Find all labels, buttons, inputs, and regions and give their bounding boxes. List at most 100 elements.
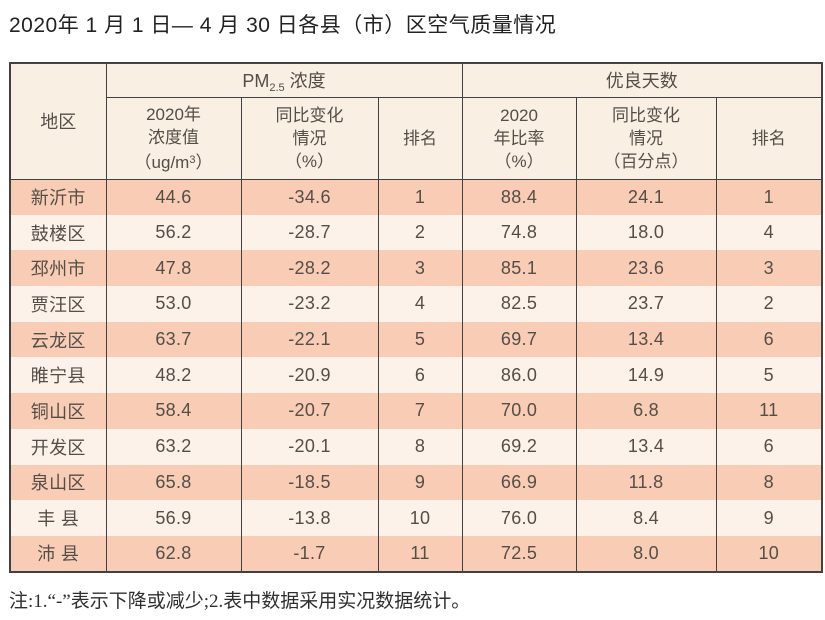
col-group-good-days: 优良天数 [461,63,823,98]
cell-pm-value: 63.2 [105,428,242,465]
cell-good-change: 18.0 [575,214,717,251]
cell-good-rank: 10 [715,535,823,572]
cell-pm-rank: 2 [377,214,463,251]
cell-good-rank: 3 [715,250,823,287]
cell-good-change: 24.1 [575,179,717,215]
pm-change-line3: （%） [284,151,335,171]
cell-pm-value: 63.7 [105,321,242,358]
table-row: 贾汪区 53.0 -23.2 4 82.5 23.7 2 [9,286,823,322]
page-title: 2020年 1 月 1 日— 4 月 30 日各县（市）区空气质量情况 [9,14,557,37]
table-row: 丰 县 56.9 -13.8 10 76.0 8.4 9 [9,500,823,536]
pm-change-line2: 情况 [292,128,327,148]
cell-good-change: 23.6 [575,250,717,287]
pm-change-line1: 同比变化 [275,105,344,125]
cell-good-rate: 86.0 [461,357,577,394]
col-header-good-rate: 2020 年比率 （%） [461,97,577,180]
cell-pm-value: 53.0 [105,286,242,322]
cell-pm-value: 56.9 [105,500,242,536]
cell-good-rank: 6 [715,321,823,358]
cell-good-rate: 82.5 [461,286,577,322]
col-header-pm-rank: 排名 [377,97,463,180]
cell-pm-change: -20.9 [240,357,379,394]
cell-region: 铜山区 [9,393,107,429]
cell-region: 邳州市 [9,250,107,287]
cell-pm-value: 62.8 [105,535,242,572]
cell-good-rank: 6 [715,428,823,465]
cell-pm-rank: 8 [377,428,463,465]
cell-region: 开发区 [9,428,107,465]
cell-pm-rank: 11 [377,535,463,572]
table-row: 云龙区 63.7 -22.1 5 69.7 13.4 6 [9,321,823,358]
cell-good-change: 11.8 [575,464,717,501]
col-header-pm-change: 同比变化 情况 （%） [240,97,379,180]
good-rate-line2: 年比率 [493,128,545,148]
table-row: 邳州市 47.8 -28.2 3 85.1 23.6 3 [9,250,823,287]
cell-good-rate: 74.8 [461,214,577,251]
cell-pm-change: -20.1 [240,428,379,465]
table-row: 开发区 63.2 -20.1 8 69.2 13.4 6 [9,428,823,465]
cell-pm-value: 47.8 [105,250,242,287]
unit-superscript: 3 [189,153,196,166]
cell-good-change: 13.4 [575,321,717,358]
table-header: 地区 PM2.5 浓度 优良天数 2020年 浓度值 （ug/m3） 同比变化 … [9,63,823,180]
cell-good-rank: 1 [715,179,823,215]
cell-good-rate: 76.0 [461,500,577,536]
cell-good-rank: 5 [715,357,823,394]
cell-pm-rank: 10 [377,500,463,536]
cell-pm-change: -23.2 [240,286,379,322]
cell-region: 鼓楼区 [9,214,107,251]
cell-region: 新沂市 [9,179,107,215]
cell-pm-rank: 1 [377,179,463,215]
cell-pm-change: -22.1 [240,321,379,358]
table-row: 沛 县 62.8 -1.7 11 72.5 8.0 10 [9,535,823,572]
cell-good-change: 6.8 [575,393,717,429]
good-change-line2: 情况 [629,128,664,148]
cell-region: 贾汪区 [9,286,107,322]
table-row: 泉山区 65.8 -18.5 9 66.9 11.8 8 [9,464,823,501]
table-row: 鼓楼区 56.2 -28.7 2 74.8 18.0 4 [9,214,823,251]
cell-pm-value: 48.2 [105,357,242,394]
cell-pm-rank: 7 [377,393,463,429]
cell-good-change: 8.0 [575,535,717,572]
cell-region: 泉山区 [9,464,107,501]
cell-good-rank: 4 [715,214,823,251]
table-row: 新沂市 44.6 -34.6 1 88.4 24.1 1 [9,179,823,215]
cell-pm-value: 44.6 [105,179,242,215]
cell-pm-change: -1.7 [240,535,379,572]
cell-region: 云龙区 [9,321,107,358]
cell-good-change: 14.9 [575,357,717,394]
cell-good-change: 8.4 [575,500,717,536]
pm25-subscript: 2.5 [269,81,285,94]
col-header-good-rank: 排名 [715,97,823,180]
good-change-line3: （百分点） [603,151,689,171]
cell-pm-value: 58.4 [105,393,242,429]
cell-pm-rank: 6 [377,357,463,394]
cell-pm-change: -20.7 [240,393,379,429]
pm-value-line1: 2020年 [146,104,201,124]
cell-pm-rank: 9 [377,464,463,501]
air-quality-table: 地区 PM2.5 浓度 优良天数 2020年 浓度值 （ug/m3） 同比变化 … [9,62,824,573]
cell-pm-rank: 3 [377,250,463,287]
cell-pm-value: 65.8 [105,464,242,501]
table-row: 铜山区 58.4 -20.7 7 70.0 6.8 11 [9,393,823,429]
cell-good-rate: 69.2 [461,428,577,465]
cell-good-rate: 72.5 [461,535,577,572]
cell-pm-change: -34.6 [240,179,379,215]
cell-region: 睢宁县 [9,357,107,394]
cell-good-rate: 66.9 [461,464,577,501]
cell-good-rate: 85.1 [461,250,577,287]
col-header-region: 地区 [9,63,107,180]
pm-value-unit: （ug/m3） [134,152,213,172]
cell-pm-change: -18.5 [240,464,379,501]
cell-good-rate: 69.7 [461,321,577,358]
cell-pm-change: -28.7 [240,214,379,251]
cell-region: 沛 县 [9,535,107,572]
table-row: 睢宁县 48.2 -20.9 6 86.0 14.9 5 [9,357,823,394]
cell-good-rank: 11 [715,393,823,429]
col-group-pm25: PM2.5 浓度 [105,63,463,98]
cell-region: 丰 县 [9,500,107,536]
cell-pm-change: -28.2 [240,250,379,287]
cell-pm-rank: 5 [377,321,463,358]
good-rate-line1: 2020 [500,105,538,125]
